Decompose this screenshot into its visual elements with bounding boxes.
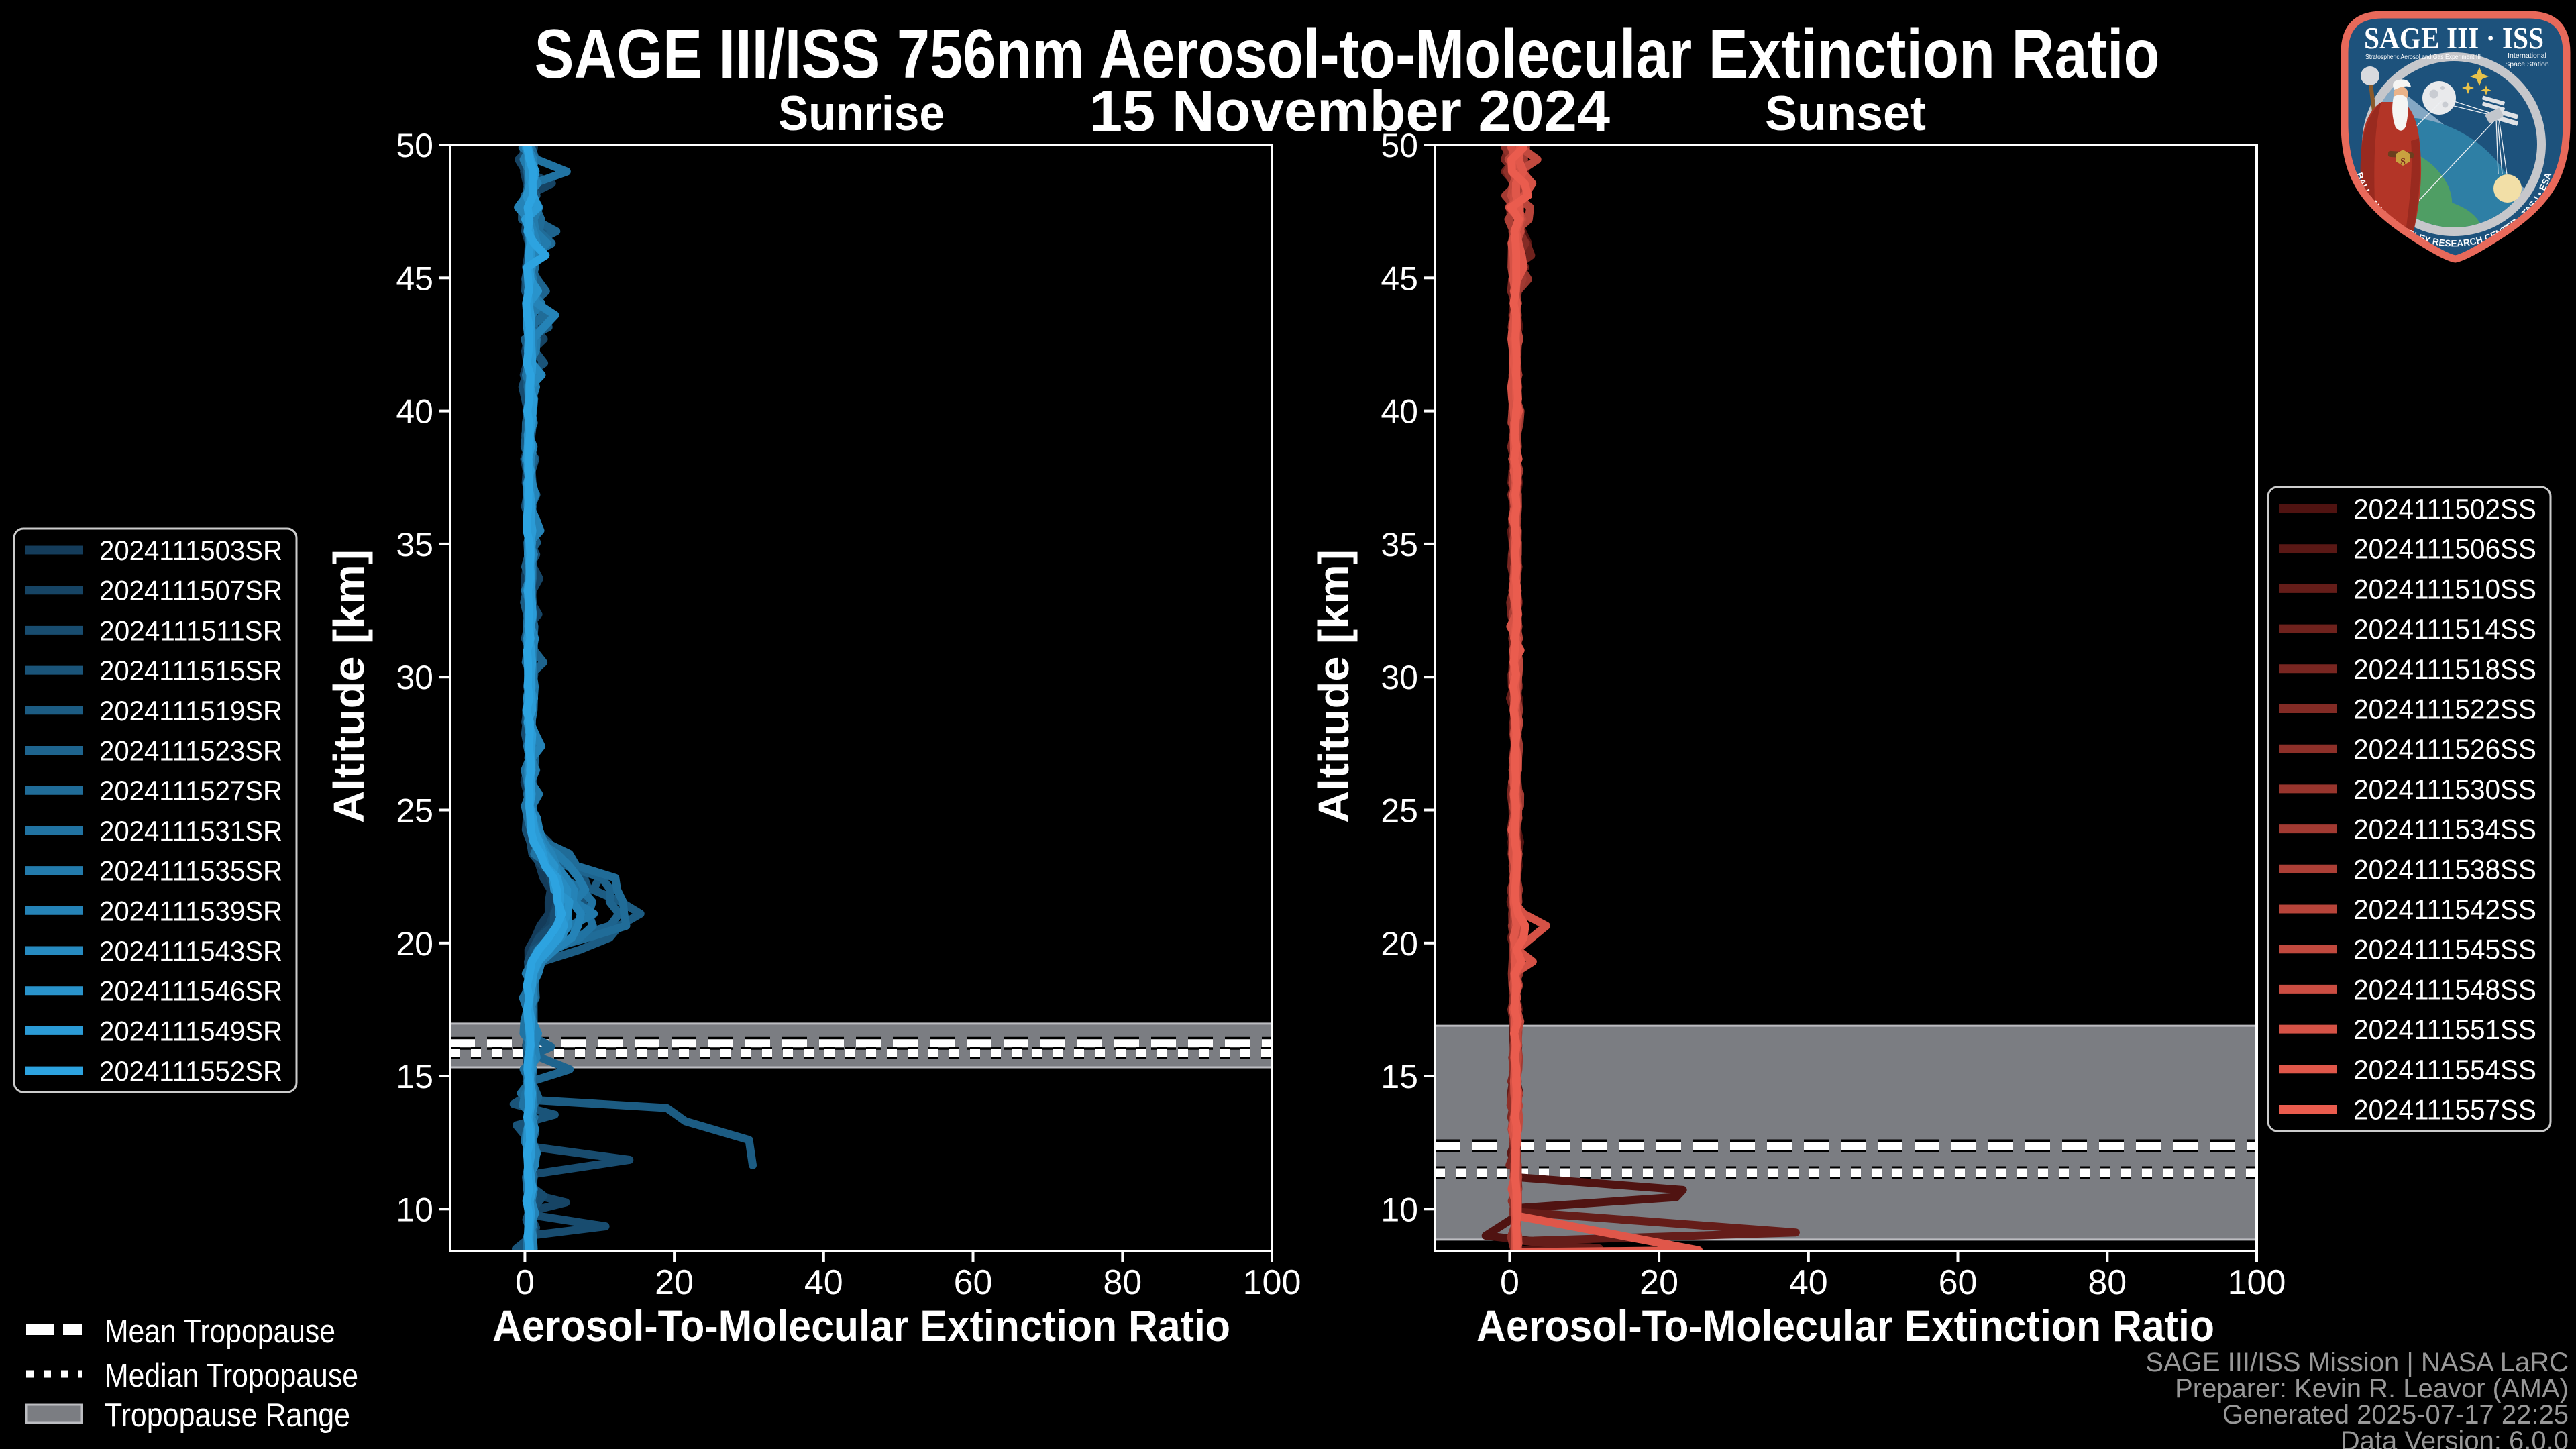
svg-text:2024111523SR: 2024111523SR <box>99 735 282 767</box>
svg-text:10: 10 <box>1381 1191 1418 1228</box>
svg-text:2024111506SS: 2024111506SS <box>2353 533 2536 565</box>
svg-text:2024111552SR: 2024111552SR <box>99 1055 282 1087</box>
svg-text:Sunrise: Sunrise <box>778 87 945 141</box>
svg-text:SAGE III · ISS: SAGE III · ISS <box>2364 21 2544 55</box>
svg-text:2024111526SS: 2024111526SS <box>2353 733 2536 765</box>
svg-text:2024111507SR: 2024111507SR <box>99 575 282 606</box>
svg-text:2024111534SS: 2024111534SS <box>2353 814 2536 845</box>
svg-text:Space Station: Space Station <box>2505 60 2549 68</box>
svg-text:45: 45 <box>396 260 433 297</box>
svg-text:2024111542SS: 2024111542SS <box>2353 894 2536 925</box>
svg-text:Preparer: Kevin R. Leavor (AMA: Preparer: Kevin R. Leavor (AMA) <box>2175 1374 2569 1403</box>
svg-text:2024111518SS: 2024111518SS <box>2353 653 2536 685</box>
svg-text:40: 40 <box>1381 393 1418 431</box>
svg-text:2024111502SS: 2024111502SS <box>2353 493 2536 525</box>
svg-text:2024111530SS: 2024111530SS <box>2353 773 2536 805</box>
svg-text:20: 20 <box>396 925 433 963</box>
svg-text:45: 45 <box>1381 260 1418 297</box>
svg-text:25: 25 <box>1381 792 1418 830</box>
svg-text:0: 0 <box>1500 1263 1519 1302</box>
svg-text:2024111549SR: 2024111549SR <box>99 1015 282 1046</box>
svg-text:0: 0 <box>515 1263 535 1302</box>
svg-text:2024111511SR: 2024111511SR <box>99 614 282 646</box>
svg-text:SAGE III/ISS Mission | NASA La: SAGE III/ISS Mission | NASA LaRC <box>2145 1348 2569 1377</box>
svg-text:International: International <box>2508 52 2546 60</box>
svg-text:20: 20 <box>1381 925 1418 963</box>
svg-text:2024111531SR: 2024111531SR <box>99 815 282 847</box>
svg-text:2024111515SR: 2024111515SR <box>99 655 282 686</box>
svg-text:20: 20 <box>1640 1263 1678 1302</box>
svg-text:2024111535SR: 2024111535SR <box>99 855 282 887</box>
svg-text:2024111557SS: 2024111557SS <box>2353 1094 2536 1126</box>
svg-text:S: S <box>2400 157 2406 167</box>
svg-text:15: 15 <box>396 1058 433 1095</box>
svg-text:2024111522SS: 2024111522SS <box>2353 694 2536 725</box>
svg-text:SAGE III/ISS 756nm Aerosol-to-: SAGE III/ISS 756nm Aerosol-to-Molecular … <box>535 15 2160 93</box>
svg-text:2024111548SS: 2024111548SS <box>2353 973 2536 1005</box>
svg-text:Altitude [km]: Altitude [km] <box>1309 549 1358 823</box>
svg-text:Sunset: Sunset <box>1765 87 1926 141</box>
svg-text:60: 60 <box>1939 1263 1978 1302</box>
svg-text:Altitude [km]: Altitude [km] <box>325 549 373 823</box>
svg-text:30: 30 <box>396 659 433 696</box>
svg-text:100: 100 <box>2228 1263 2286 1302</box>
svg-text:35: 35 <box>1381 526 1418 564</box>
svg-text:2024111545SS: 2024111545SS <box>2353 934 2536 965</box>
svg-text:Data Version: 6.0.0: Data Version: 6.0.0 <box>2341 1426 2569 1449</box>
svg-text:2024111543SR: 2024111543SR <box>99 935 282 967</box>
svg-text:50: 50 <box>396 127 433 164</box>
svg-text:40: 40 <box>1789 1263 1828 1302</box>
svg-text:60: 60 <box>954 1263 993 1302</box>
svg-text:2024111546SR: 2024111546SR <box>99 975 282 1007</box>
svg-text:80: 80 <box>2088 1263 2127 1302</box>
svg-text:20: 20 <box>655 1263 694 1302</box>
svg-text:10: 10 <box>396 1191 433 1228</box>
svg-text:2024111527SR: 2024111527SR <box>99 775 282 806</box>
svg-text:Generated 2025-07-17 22:25: Generated 2025-07-17 22:25 <box>2222 1400 2569 1430</box>
svg-text:40: 40 <box>396 393 433 431</box>
svg-text:30: 30 <box>1381 659 1418 696</box>
svg-text:Aerosol-To-Molecular Extinctio: Aerosol-To-Molecular Extinction Ratio <box>492 1301 1230 1350</box>
svg-text:2024111503SR: 2024111503SR <box>99 535 282 566</box>
svg-text:40: 40 <box>804 1263 843 1302</box>
svg-text:2024111551SS: 2024111551SS <box>2353 1014 2536 1045</box>
svg-text:2024111514SS: 2024111514SS <box>2353 613 2536 645</box>
svg-text:2024111554SS: 2024111554SS <box>2353 1054 2536 1085</box>
svg-text:Median Tropopause: Median Tropopause <box>105 1358 358 1394</box>
svg-text:2024111539SR: 2024111539SR <box>99 895 282 926</box>
svg-text:50: 50 <box>1381 127 1418 164</box>
svg-text:25: 25 <box>396 792 433 830</box>
svg-text:15 November 2024: 15 November 2024 <box>1089 79 1610 144</box>
svg-text:35: 35 <box>396 526 433 564</box>
svg-text:15: 15 <box>1381 1058 1418 1095</box>
svg-text:2024111519SR: 2024111519SR <box>99 695 282 727</box>
svg-text:Aerosol-To-Molecular Extinctio: Aerosol-To-Molecular Extinction Ratio <box>1477 1301 2214 1350</box>
svg-text:Stratospheric Aerosol and Gas: Stratospheric Aerosol and Gas Experiment… <box>2365 53 2481 61</box>
svg-text:Tropopause Range: Tropopause Range <box>105 1397 350 1434</box>
svg-text:2024111538SS: 2024111538SS <box>2353 853 2536 885</box>
svg-text:Mean Tropopause: Mean Tropopause <box>105 1313 335 1350</box>
svg-text:80: 80 <box>1103 1263 1142 1302</box>
svg-text:100: 100 <box>1243 1263 1301 1302</box>
svg-text:2024111510SS: 2024111510SS <box>2353 573 2536 604</box>
